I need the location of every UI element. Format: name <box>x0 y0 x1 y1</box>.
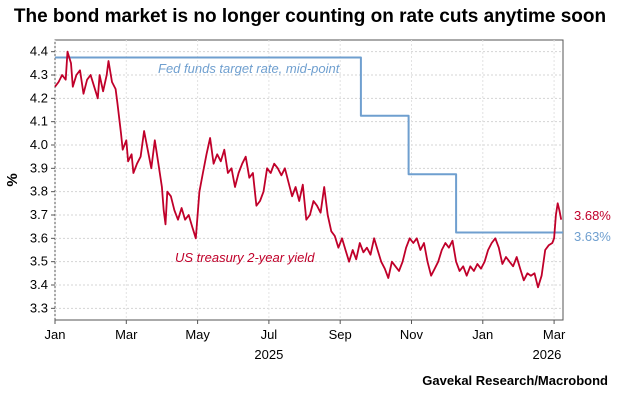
x-tick-label: Mar <box>543 327 566 342</box>
year-label: 2026 <box>532 347 561 362</box>
series-layer <box>54 50 563 289</box>
x-tick-label: Nov <box>400 327 424 342</box>
treasury-2y-line <box>54 50 563 289</box>
y-tick-label: 4.4 <box>30 44 48 59</box>
plot-frame <box>54 39 564 321</box>
source-note: Gavekal Research/Macrobond <box>422 373 608 388</box>
chart-title: The bond market is no longer counting on… <box>13 6 607 27</box>
fed-funds-line <box>55 56 563 234</box>
y-tick-label: 3.6 <box>30 230 48 245</box>
fed-funds-end-label: 3.63% <box>574 229 611 244</box>
treasury-annotation: US treasury 2-year yield <box>175 250 315 265</box>
x-tick-label: Jan <box>45 327 66 342</box>
grid-layer <box>54 40 563 320</box>
x-axis: Jan Mar May Jul Sep Nov Jan Mar 2025 2026 <box>45 320 566 362</box>
y-tick-label: 3.8 <box>30 184 48 199</box>
y-tick-label: 3.7 <box>30 207 48 222</box>
y-axis-label: % <box>4 173 21 186</box>
y-tick-label: 3.9 <box>30 160 48 175</box>
treasury-end-label: 3.68% <box>574 208 611 223</box>
y-tick-label: 3.3 <box>30 300 48 315</box>
y-tick-label: 4.1 <box>30 114 48 129</box>
y-axis: 3.3 3.4 3.5 3.6 3.7 3.8 3.9 4.0 4.1 4.2 4.3 4.4 <box>30 44 55 315</box>
x-tick-label: Jan <box>472 327 493 342</box>
y-tick-label: 3.5 <box>30 254 48 269</box>
x-tick-label: Sep <box>329 327 352 342</box>
x-tick-label: Mar <box>115 327 138 342</box>
x-tick-label: May <box>185 327 210 342</box>
year-label: 2025 <box>254 347 283 362</box>
y-tick-label: 4.0 <box>30 137 48 152</box>
fed-funds-annotation: Fed funds target rate, mid-point <box>158 61 341 76</box>
y-tick-label: 4.3 <box>30 67 48 82</box>
y-tick-label: 4.2 <box>30 90 48 105</box>
x-tick-label: Jul <box>261 327 278 342</box>
y-tick-label: 3.4 <box>30 277 48 292</box>
